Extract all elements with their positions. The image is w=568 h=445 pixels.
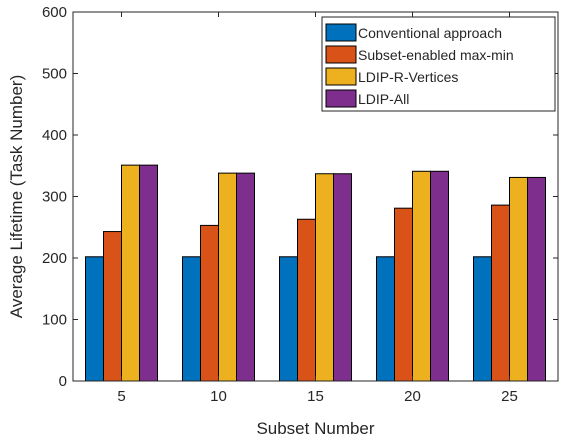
legend-label: LDIP-All — [358, 91, 409, 107]
x-tick-label: 10 — [210, 388, 227, 405]
x-tick-label: 25 — [501, 388, 518, 405]
bar-conventional-approach-10 — [182, 256, 201, 382]
y-axis-label: Average Lifetime (Task Number) — [7, 75, 26, 318]
x-axis-label: Subset Number — [256, 419, 374, 438]
y-tick-label: 100 — [42, 312, 67, 329]
y-tick-label: 0 — [59, 373, 67, 390]
legend-swatch — [325, 45, 357, 64]
legend-label: Subset-enabled max-min — [358, 47, 514, 63]
legend-swatch — [325, 67, 357, 86]
bar-conventional-approach-15 — [279, 256, 298, 382]
ticks-layer: 0 100 200 300 400 500 600 5 10 15 20 25 — [42, 4, 558, 405]
bar-ldip-r-vertices-15 — [315, 173, 334, 382]
bar-subset-enabled-max-min-20 — [394, 207, 413, 382]
legend-swatch — [325, 89, 357, 108]
bar-subset-enabled-max-min-5 — [103, 231, 122, 382]
legend-box — [321, 16, 556, 112]
bar-ldip-r-vertices-20 — [412, 170, 431, 382]
bar-subset-enabled-max-min-10 — [200, 224, 219, 382]
bar-ldip-r-vertices-10 — [218, 172, 237, 382]
bar-ldip-all-5 — [139, 164, 158, 382]
bar-subset-enabled-max-min-25 — [491, 204, 510, 382]
y-tick-label: 600 — [42, 4, 67, 21]
bar-ldip-all-15 — [333, 173, 352, 382]
bar-conventional-approach-25 — [473, 256, 492, 382]
x-tick-label: 5 — [117, 388, 125, 405]
legend-swatch — [325, 23, 357, 42]
bars-layer — [85, 164, 546, 382]
y-tick-label: 500 — [42, 66, 67, 83]
bar-ldip-r-vertices-25 — [509, 176, 528, 382]
bar-ldip-all-20 — [430, 170, 449, 382]
x-tick-label: 15 — [307, 388, 324, 405]
x-tick-label: 20 — [404, 388, 421, 405]
bar-subset-enabled-max-min-15 — [297, 218, 316, 382]
bar-ldip-all-10 — [236, 172, 255, 382]
legend-label: LDIP-R-Vertices — [358, 69, 458, 85]
y-tick-label: 200 — [42, 250, 67, 267]
y-tick-label: 400 — [42, 127, 67, 144]
y-tick-label: 300 — [42, 189, 67, 206]
bar-ldip-r-vertices-5 — [121, 164, 140, 382]
legend-label: Conventional approach — [358, 25, 502, 41]
bar-conventional-approach-20 — [376, 256, 395, 382]
bar-ldip-all-25 — [527, 176, 546, 382]
bar-conventional-approach-5 — [85, 256, 104, 382]
legend: Conventional approach Subset-enabled max-… — [321, 16, 556, 112]
